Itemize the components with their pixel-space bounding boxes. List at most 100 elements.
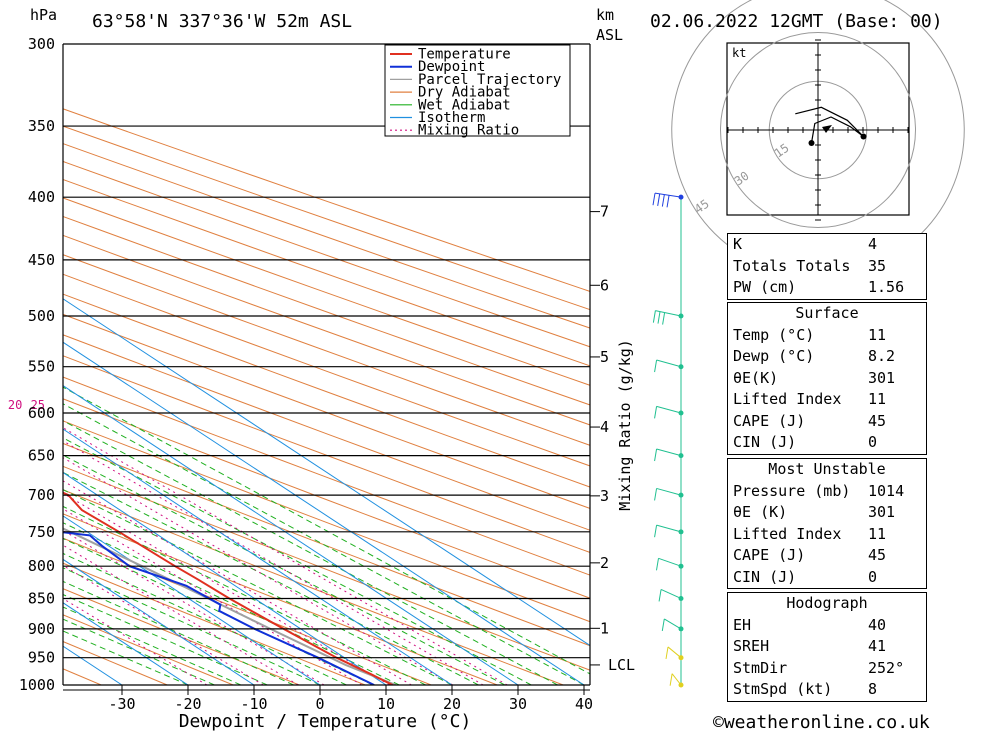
wet-adiabat-line	[63, 552, 347, 685]
table-row: StmSpd (kt) 8	[728, 679, 926, 701]
mixing-ratio-axis-title: Mixing Ratio (g/kg)	[616, 339, 634, 511]
indices-table: K 4 Totals Totals 35 PW (cm) 1.56	[727, 233, 927, 300]
row-label: Lifted Index	[733, 390, 842, 408]
surface-table: Surface Temp (°C) 11 Dewp (°C) 8.2 θE(K) 301 Li…	[727, 302, 927, 455]
pressure-tick-label: 550	[28, 358, 55, 376]
wet-adiabat-line	[63, 593, 268, 685]
pressure-tick-label: 800	[28, 557, 55, 575]
wind-barb-flag	[658, 589, 662, 602]
row-value: 301	[868, 503, 896, 521]
row-value: 252°	[868, 658, 905, 677]
row-label: Lifted Index	[733, 524, 842, 543]
pressure-unit-label: hPa	[30, 6, 57, 24]
wind-barb-staff	[671, 673, 682, 686]
pressure-tick-label: 1000	[19, 676, 55, 694]
table-row: θE (K) 301	[728, 502, 926, 524]
hodograph-table: Hodograph EH 40 SREH 41 StmDir 252° StmSpd (kt)…	[727, 592, 927, 702]
wet-adiabat-line	[63, 403, 585, 685]
legend-item-label: Mixing Ratio	[418, 123, 519, 139]
dry-adiabat-line	[63, 108, 590, 292]
table-row: Lifted Index 11	[728, 524, 926, 546]
isotherm-line	[63, 471, 387, 685]
row-label: Temp (°C)	[733, 325, 815, 344]
wet-adiabat-line	[63, 606, 242, 685]
mixing-ratio-line	[63, 427, 508, 685]
row-label: Totals Totals	[733, 256, 851, 275]
table-row: PW (cm) 1.56	[728, 277, 926, 299]
table-row: Lifted Index 11	[728, 389, 926, 411]
copyright-text: ©weatheronline.co.uk	[713, 712, 930, 733]
row-value: 1.56	[868, 278, 905, 296]
dry-adiabat-line	[63, 160, 590, 348]
temperature-tick-label: -10	[240, 695, 267, 713]
row-label: Dewp (°C)	[733, 347, 815, 365]
asl-label: ASL	[596, 26, 623, 44]
mixing-ratio-line	[63, 544, 299, 685]
table-section-title: Hodograph	[786, 594, 868, 612]
isotherm-line	[63, 298, 590, 647]
wind-barb-flag	[654, 448, 658, 462]
row-value: 0	[868, 567, 878, 586]
row-label: CAPE (J)	[733, 411, 806, 430]
km-label: km	[596, 6, 614, 24]
most-unstable-table: Most Unstable Pressure (mb) 1014 θE (K) 301 L…	[727, 458, 927, 589]
dewpoint-line	[63, 531, 375, 685]
table-row: StmDir 252°	[728, 658, 926, 680]
pressure-tick-label: 650	[28, 447, 55, 465]
wet-adiabat-line	[63, 420, 558, 685]
parcel-trajectory-line	[63, 527, 397, 685]
table-section-title: Surface	[795, 304, 859, 322]
temperature-tick-label: 0	[315, 695, 324, 713]
mixing-ratio-line	[63, 529, 325, 685]
isotherm-line	[63, 515, 321, 685]
wind-barb-flag	[652, 193, 656, 206]
table-section-title: Most Unstable	[768, 460, 886, 478]
temperature-tick-label: -20	[174, 695, 201, 713]
wind-barb-flag	[657, 193, 661, 206]
wet-adiabat-line	[63, 471, 479, 685]
wind-barb-staff	[656, 405, 682, 414]
isotherm-line	[63, 341, 585, 685]
pressure-tick-label: 300	[28, 35, 55, 53]
storm-motion-arrow	[822, 125, 832, 133]
legend-box	[384, 44, 571, 137]
row-value: 8	[868, 680, 878, 698]
dry-adiabat-line	[63, 420, 590, 623]
dry-adiabat-line	[63, 143, 590, 329]
dry-adiabat-line	[63, 125, 590, 311]
row-value: 11	[868, 390, 887, 408]
pressure-tick-label: 350	[28, 117, 55, 135]
height-tick-label: 5	[600, 348, 609, 366]
table-row: θE(K) 301	[728, 368, 926, 390]
height-tick-label: 1	[600, 619, 609, 637]
wet-adiabat-line	[63, 454, 506, 685]
pressure-tick-label: 850	[28, 589, 55, 607]
pressure-tick-label: 450	[28, 251, 55, 269]
temperature-tick-label: -30	[108, 695, 135, 713]
pressure-tick-label: 750	[28, 523, 55, 541]
wind-barb-staff	[655, 310, 682, 317]
row-value: 45	[868, 546, 887, 564]
dry-adiabat-line	[63, 537, 432, 685]
isotherm-line	[63, 558, 255, 685]
temperature-tick-label: 20	[443, 695, 461, 713]
temperature-tick-label: 40	[575, 695, 593, 713]
pressure-tick-label: 900	[28, 620, 55, 638]
row-label: K	[733, 235, 743, 253]
wet-adiabat-line	[63, 580, 294, 685]
wind-barb-flag	[661, 618, 665, 632]
height-tick-label: 7	[600, 203, 609, 221]
hodograph-start-dot	[808, 140, 815, 146]
row-value: 40	[868, 615, 887, 634]
row-label: CAPE (J)	[733, 546, 806, 564]
row-label: θE (K)	[733, 503, 788, 521]
datetime-title: 02.06.2022 12GMT (Base: 00)	[650, 11, 943, 32]
row-value: 11	[868, 524, 887, 543]
wind-barb-flag	[662, 312, 666, 325]
wind-barb-flag	[652, 310, 656, 323]
wind-barb-flag	[654, 359, 658, 373]
legend-item-label: Parcel Trajectory	[418, 72, 561, 88]
table-row: Pressure (mb) 1014	[728, 481, 926, 503]
row-value: 45	[868, 411, 887, 430]
